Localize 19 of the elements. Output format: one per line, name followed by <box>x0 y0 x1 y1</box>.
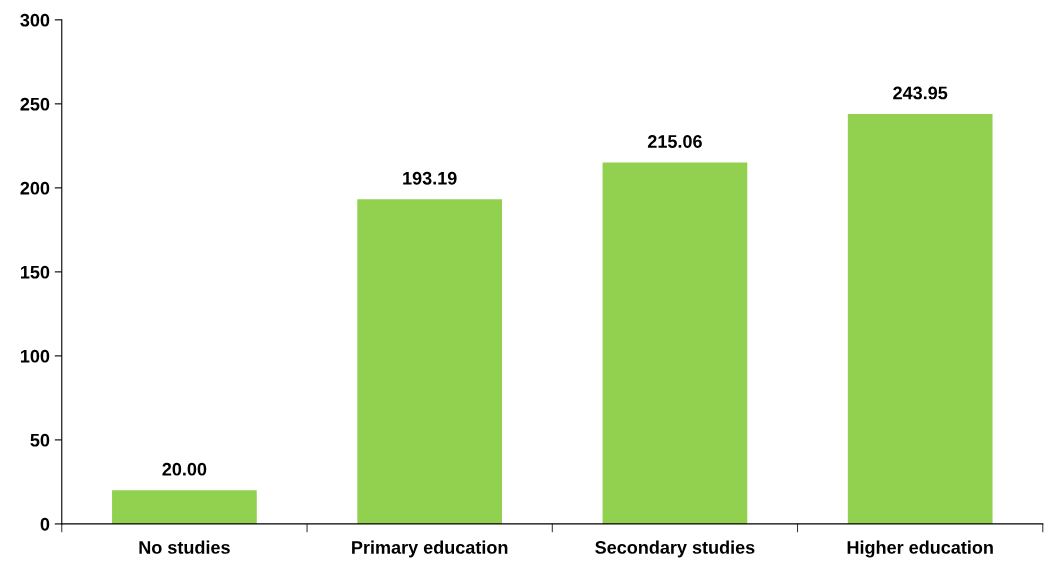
bar <box>847 114 993 524</box>
y-tick-label: 300 <box>20 13 50 27</box>
data-label: 193.19 <box>403 171 457 185</box>
data-label: 215.06 <box>647 135 702 148</box>
x-tick-label: No studies <box>139 540 230 554</box>
bar <box>357 199 503 524</box>
y-tick-label: 0 <box>40 517 50 531</box>
x-tick-label: Secondary studies <box>595 540 755 558</box>
bar <box>602 162 748 524</box>
x-tick-label: Primary education <box>352 540 508 558</box>
bar <box>112 490 257 524</box>
x-tick-label: Higher education <box>847 540 993 558</box>
y-tick-label: 50 <box>30 433 50 447</box>
data-label: 20.00 <box>162 462 207 476</box>
y-tick-label: 150 <box>20 265 50 279</box>
y-tick-label: 250 <box>20 97 50 111</box>
y-tick-label: 200 <box>20 181 50 195</box>
y-tick-label: 100 <box>20 349 50 363</box>
data-label: 243.95 <box>893 86 948 100</box>
